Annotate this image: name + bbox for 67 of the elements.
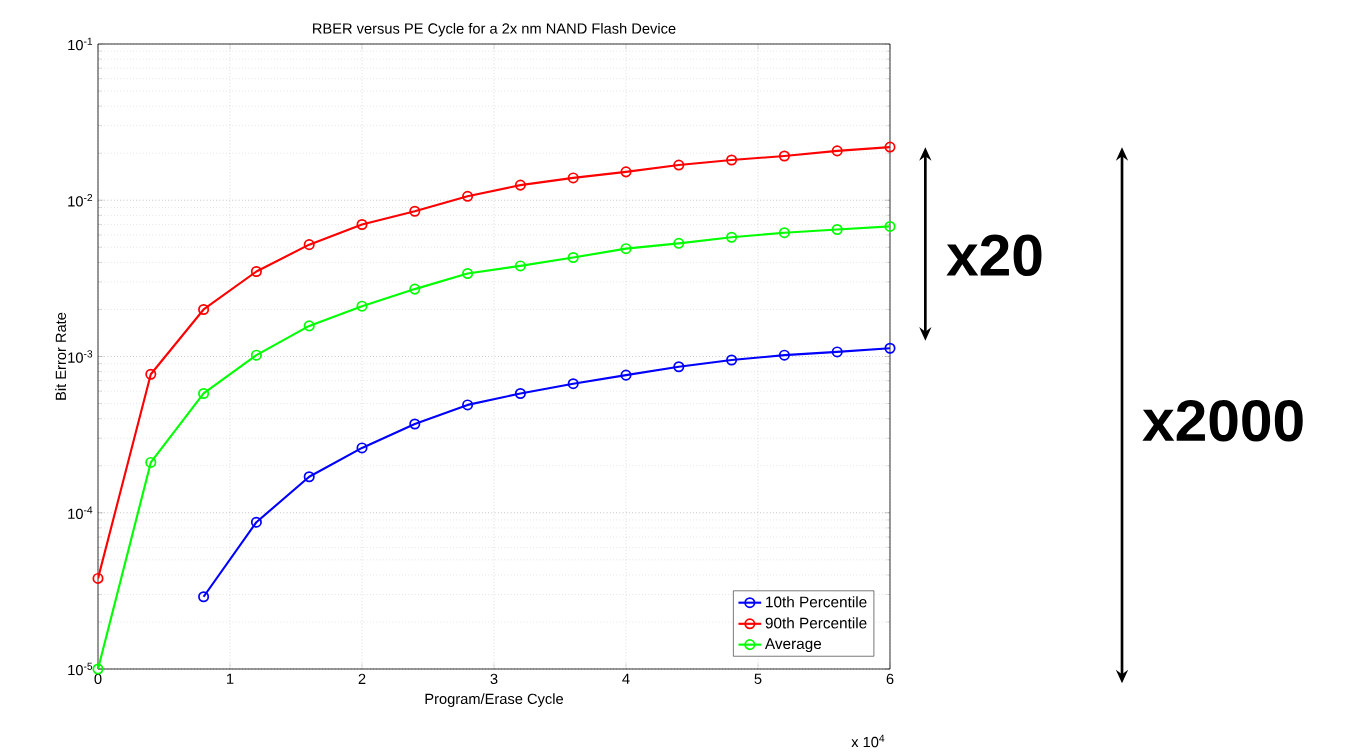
x-tick-label: 6 <box>886 673 894 685</box>
point <box>778 349 790 361</box>
point <box>409 283 421 295</box>
y-axis-title: Bit Error Rate <box>55 312 67 400</box>
point <box>250 266 262 278</box>
x-tick-label: 0 <box>94 673 102 685</box>
point <box>303 320 315 332</box>
point <box>92 573 104 585</box>
y-tick-label: 10$^{-5}$ <box>68 662 93 676</box>
point <box>303 471 315 483</box>
point <box>673 159 685 171</box>
point <box>778 150 790 162</box>
point <box>198 304 210 316</box>
chart-title: RBER versus PE Cycle for a 2x nm NAND Flash Device <box>313 23 676 37</box>
legend-label: 90th Percentile <box>765 617 867 629</box>
y-tick-label: 10$^{-4}$ <box>68 506 93 520</box>
point <box>356 300 368 312</box>
point <box>409 418 421 430</box>
point <box>831 224 843 236</box>
point <box>198 591 210 603</box>
point <box>514 388 526 400</box>
point <box>567 378 579 390</box>
point <box>409 205 421 217</box>
point <box>726 231 738 243</box>
point <box>778 227 790 239</box>
point <box>92 663 104 675</box>
text: x2000 <box>1142 400 1303 442</box>
text: x 10$^{4}$ <box>851 734 885 748</box>
x-tick-label: 2 <box>358 673 366 685</box>
point <box>462 399 474 411</box>
point <box>303 239 315 251</box>
point <box>462 268 474 280</box>
point <box>726 154 738 166</box>
point <box>831 145 843 157</box>
point <box>831 346 843 358</box>
point <box>620 166 632 178</box>
legend-label: 10th Percentile <box>766 596 867 608</box>
text: x20 <box>946 234 1042 277</box>
y-tick-label: 10$^{-3}$ <box>68 350 93 363</box>
point <box>884 221 896 233</box>
point <box>884 141 896 153</box>
y-tick-label: 10$^{-1}$ <box>68 37 93 51</box>
point <box>673 361 685 373</box>
point <box>620 243 632 255</box>
point <box>884 342 896 354</box>
x-axis-title: Program/Erase Cycle <box>425 693 564 708</box>
point <box>356 442 368 454</box>
point <box>514 179 526 191</box>
x-tick-label: 1 <box>227 673 234 684</box>
point <box>356 219 368 231</box>
point <box>250 349 262 361</box>
point <box>462 190 474 203</box>
y-tick-label: 10$^{-2}$ <box>68 194 93 207</box>
point <box>250 516 262 528</box>
point <box>145 368 157 380</box>
point <box>514 260 526 272</box>
x-tick-label: 4 <box>622 673 630 684</box>
point <box>726 354 738 366</box>
legend-label: Average <box>764 638 822 653</box>
point <box>567 252 579 264</box>
point <box>145 457 157 469</box>
x-tick-label: 5 <box>754 673 762 685</box>
point <box>567 172 579 184</box>
point <box>673 237 685 250</box>
point <box>620 369 632 381</box>
x-tick-label: 3 <box>490 673 498 685</box>
point <box>198 388 210 400</box>
